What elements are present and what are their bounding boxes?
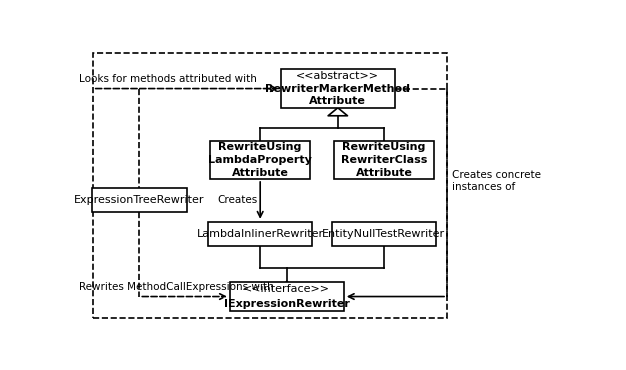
FancyBboxPatch shape [332, 222, 436, 246]
FancyBboxPatch shape [208, 222, 312, 246]
Text: Rewrites MethodCallExpressions with: Rewrites MethodCallExpressions with [80, 282, 274, 292]
Text: <<abstract>>: <<abstract>> [296, 71, 379, 81]
Text: Looks for methods attributed with: Looks for methods attributed with [80, 74, 257, 84]
Text: RewriterClass: RewriterClass [341, 155, 427, 165]
Text: RewriteUsing: RewriteUsing [342, 142, 426, 152]
FancyBboxPatch shape [281, 69, 395, 108]
FancyBboxPatch shape [334, 141, 434, 179]
Text: <<interface>>: <<interface>> [244, 284, 331, 294]
FancyBboxPatch shape [210, 141, 310, 179]
Text: RewriteUsing: RewriteUsing [218, 142, 302, 152]
Text: Attribute: Attribute [356, 168, 413, 178]
Text: IExpressionRewriter: IExpressionRewriter [224, 299, 350, 309]
Text: Attribute: Attribute [232, 168, 289, 178]
Text: Creates concrete
instances of: Creates concrete instances of [452, 170, 541, 192]
FancyBboxPatch shape [230, 282, 344, 312]
Text: RewriterMarkerMethod: RewriterMarkerMethod [265, 84, 410, 94]
FancyBboxPatch shape [92, 188, 187, 212]
Text: LambdaProperty: LambdaProperty [208, 155, 312, 165]
Text: EntityNullTestRewriter: EntityNullTestRewriter [322, 229, 446, 239]
Text: Creates: Creates [217, 195, 258, 205]
Text: LambdaInlinerRewriter: LambdaInlinerRewriter [197, 229, 324, 239]
Text: ExpressionTreeRewriter: ExpressionTreeRewriter [74, 195, 205, 205]
Text: Attribute: Attribute [309, 96, 366, 107]
